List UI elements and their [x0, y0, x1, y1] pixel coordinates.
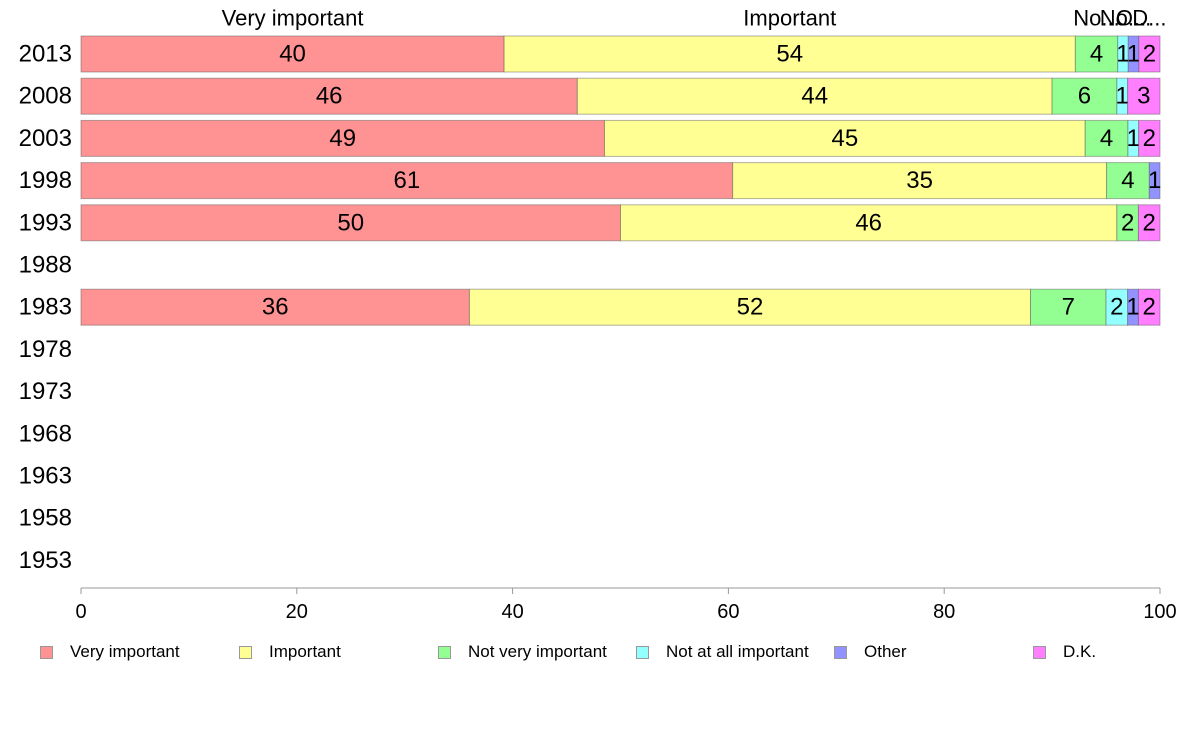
data-label-1998-not-very-important: 4 — [1121, 167, 1134, 194]
data-label-2008-d-k: 3 — [1137, 83, 1150, 110]
year-label-1983: 1983 — [19, 294, 72, 321]
data-label-1998-important: 35 — [906, 167, 933, 194]
bar-2008-d-k — [1127, 77, 1161, 115]
header-label-3: No... — [1100, 6, 1146, 31]
bar-1983-d-k — [1137, 288, 1161, 326]
bar-2013-not-very-important — [1074, 35, 1119, 73]
year-label-2003: 2003 — [19, 125, 72, 152]
x-tick-label-20: 20 — [286, 601, 308, 623]
legend-label: Important — [269, 642, 341, 661]
legend: Very important Important Not very import… — [0, 640, 1188, 664]
legend-label: Not very important — [468, 642, 607, 661]
header-label-4: O... — [1116, 6, 1151, 31]
stacked-bar-chart: 2013200820031998199319881983197819731968… — [19, 6, 1177, 624]
bar-1983-not-very-important — [1030, 288, 1107, 326]
year-label-1998: 1998 — [19, 167, 72, 194]
year-label-2008: 2008 — [19, 83, 72, 110]
legend-item-very-important: Very important — [40, 640, 180, 664]
data-label-2008-not-very-important: 6 — [1078, 83, 1091, 110]
header-label-2: No... — [1073, 6, 1119, 31]
bar-2013-important — [503, 35, 1076, 73]
data-label-1993-not-very-important: 2 — [1121, 209, 1134, 236]
legend-swatch — [239, 645, 252, 659]
legend-item-important: Important — [239, 640, 341, 664]
bar-2008-not-very-important — [1051, 77, 1118, 115]
data-label-1998-other: 1 — [1148, 167, 1161, 194]
year-label-1963: 1963 — [19, 463, 72, 490]
x-tick-label-100: 100 — [1143, 601, 1176, 623]
data-label-2008-important: 44 — [801, 83, 828, 110]
x-tick-label-40: 40 — [501, 601, 523, 623]
data-label-2013-other: 1 — [1127, 41, 1140, 68]
bar-1993-important — [620, 204, 1118, 242]
bar-1998-other — [1148, 162, 1161, 200]
data-label-2013-very-important: 40 — [279, 41, 306, 68]
data-label-2003-not-at-all-important: 1 — [1127, 125, 1140, 152]
data-label-2003-not-very-important: 4 — [1100, 125, 1113, 152]
bar-2013-d-k — [1138, 35, 1161, 73]
x-tick-label-80: 80 — [933, 601, 955, 623]
header-label-5: D... — [1132, 6, 1166, 31]
data-label-2003-very-important: 49 — [329, 125, 356, 152]
bar-2008-very-important — [80, 77, 578, 115]
data-label-2003-d-k: 2 — [1143, 125, 1156, 152]
data-label-1983-important: 52 — [737, 294, 764, 321]
legend-label: Not at all important — [666, 642, 809, 661]
data-label-1993-very-important: 50 — [337, 209, 364, 236]
x-tick-label-0: 0 — [75, 601, 86, 623]
data-label-2008-not-at-all-important: 1 — [1116, 83, 1129, 110]
legend-label: D.K. — [1063, 642, 1097, 661]
data-label-2013-not-at-all-important: 1 — [1116, 41, 1129, 68]
legend-item-dk: D.K. — [1033, 640, 1096, 664]
legend-item-not-at-all-important: Not at all important — [636, 640, 809, 664]
bar-1998-not-very-important — [1106, 162, 1150, 200]
x-tick-label-60: 60 — [717, 601, 739, 623]
data-label-1993-important: 46 — [855, 209, 882, 236]
bar-1998-important — [732, 162, 1108, 200]
data-label-1983-d-k: 2 — [1143, 294, 1156, 321]
legend-label: Other — [864, 642, 907, 661]
bar-2003-very-important — [80, 119, 605, 157]
data-label-2008-very-important: 46 — [316, 83, 343, 110]
legend-swatch — [438, 645, 451, 659]
legend-swatch — [834, 645, 847, 659]
bar-1998-very-important — [80, 162, 734, 200]
data-label-1983-not-very-important: 7 — [1062, 294, 1075, 321]
bar-1983-very-important — [80, 288, 470, 326]
legend-swatch — [40, 645, 53, 659]
year-label-1988: 1988 — [19, 252, 72, 279]
legend-swatch — [636, 645, 649, 659]
data-label-1993-d-k: 2 — [1143, 209, 1156, 236]
year-label-1953: 1953 — [19, 547, 72, 574]
bar-1993-d-k — [1137, 204, 1161, 242]
legend-label: Very important — [70, 642, 180, 661]
year-label-1993: 1993 — [19, 209, 72, 236]
bar-1993-very-important — [80, 204, 621, 242]
data-label-1998-very-important: 61 — [393, 167, 420, 194]
year-label-1973: 1973 — [19, 378, 72, 405]
year-label-1958: 1958 — [19, 505, 72, 532]
bar-2003-d-k — [1138, 119, 1161, 157]
bar-2013-very-important — [80, 35, 505, 73]
bar-2003-important — [603, 119, 1086, 157]
year-label-1978: 1978 — [19, 336, 72, 363]
header-label-0: Very important — [222, 6, 364, 31]
header-label-1: Important — [743, 6, 836, 31]
data-label-2013-d-k: 2 — [1143, 41, 1156, 68]
legend-swatch — [1033, 645, 1046, 659]
data-label-1983-other: 1 — [1126, 294, 1139, 321]
year-label-2013: 2013 — [19, 41, 72, 68]
data-label-2013-important: 54 — [776, 41, 803, 68]
year-label-1968: 1968 — [19, 420, 72, 447]
bar-1993-not-very-important — [1116, 204, 1139, 242]
data-label-1983-not-at-all-important: 2 — [1110, 294, 1123, 321]
legend-item-other: Other — [834, 640, 907, 664]
legend-item-not-very-important: Not very important — [438, 640, 607, 664]
data-label-2003-important: 45 — [831, 125, 858, 152]
data-label-1983-very-important: 36 — [262, 294, 289, 321]
data-label-2013-not-very-important: 4 — [1090, 41, 1103, 68]
